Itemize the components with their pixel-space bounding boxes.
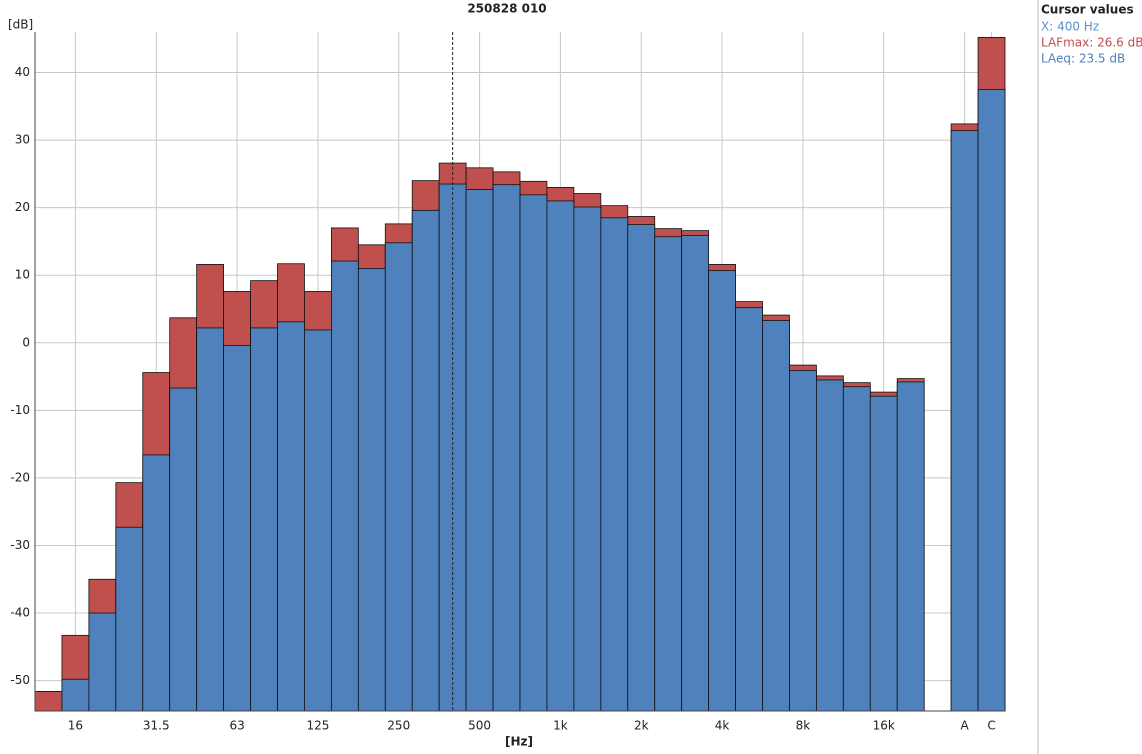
bar	[600, 217, 629, 712]
x-tick-label: 500	[468, 719, 491, 733]
x-tick-label: 1k	[553, 719, 568, 733]
y-tick-label: 20	[15, 200, 30, 214]
cursor-value: LAFmax: 26.6 dB	[1041, 36, 1142, 50]
cursor-value: LAeq: 23.5 dB	[1041, 52, 1125, 66]
x-tick-label: 250	[387, 719, 410, 733]
bar	[842, 386, 871, 712]
bar	[411, 209, 440, 712]
bar	[735, 307, 763, 712]
y-tick-label: 10	[15, 268, 30, 282]
x-tick-label: A	[960, 719, 969, 733]
x-axis-label: [Hz]	[505, 735, 533, 749]
bar	[869, 395, 898, 712]
bar	[88, 612, 117, 712]
y-tick-label: 30	[15, 133, 30, 147]
x-tick-label: 8k	[796, 719, 811, 733]
bar	[196, 327, 225, 712]
bar	[977, 89, 1006, 712]
y-axis-label: [dB]	[8, 18, 33, 32]
bar	[950, 130, 979, 712]
x-tick-label: 16	[68, 719, 83, 733]
bar	[115, 526, 144, 712]
bar	[169, 387, 198, 712]
bar	[357, 268, 386, 712]
bar	[546, 200, 575, 712]
x-tick-label: 31.5	[143, 719, 170, 733]
bar	[627, 224, 656, 712]
bar	[384, 242, 413, 712]
bar	[573, 206, 602, 712]
bar	[815, 379, 844, 712]
y-tick-label: -40	[10, 606, 30, 620]
cursor-title: Cursor values	[1041, 3, 1134, 17]
bar	[304, 329, 332, 712]
bar	[492, 184, 521, 712]
bar	[277, 321, 305, 712]
x-tick-label: 4k	[715, 719, 730, 733]
bar	[519, 194, 548, 712]
bar	[789, 370, 817, 712]
cursor-value: X: 400 Hz	[1041, 20, 1099, 34]
y-tick-label: -50	[10, 673, 30, 687]
x-tick-label: C	[987, 719, 995, 733]
y-tick-label: -30	[10, 538, 30, 552]
bar	[896, 381, 925, 712]
y-tick-label: -20	[10, 470, 30, 484]
bar	[762, 320, 790, 712]
bar	[61, 678, 90, 712]
bar	[250, 327, 278, 712]
x-tick-label: 2k	[634, 719, 649, 733]
bar	[465, 189, 494, 712]
bar	[708, 270, 736, 712]
bar	[34, 691, 63, 712]
bar	[330, 260, 359, 712]
y-tick-label: 0	[22, 335, 30, 349]
x-tick-label: 125	[306, 719, 329, 733]
bar	[681, 234, 710, 712]
x-tick-label: 16k	[873, 719, 895, 733]
bar	[223, 345, 251, 712]
y-tick-label: -10	[10, 403, 30, 417]
x-tick-label: 63	[229, 719, 244, 733]
chart-title: 250828 010	[467, 2, 546, 16]
y-tick-label: 40	[15, 65, 30, 79]
bar	[654, 236, 683, 712]
bar	[142, 454, 171, 712]
